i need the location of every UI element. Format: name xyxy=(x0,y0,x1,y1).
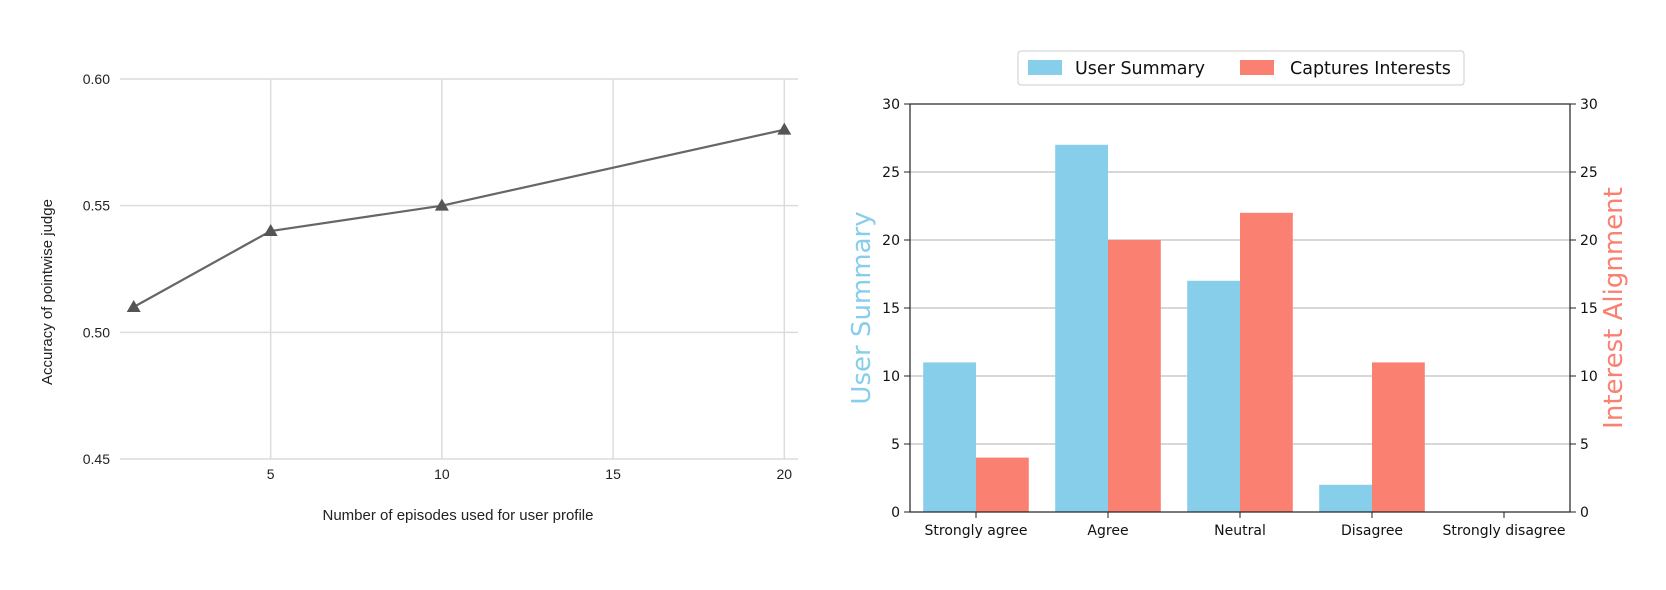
right-bars xyxy=(923,144,1425,513)
bar-captures-interests xyxy=(1108,240,1161,512)
triangle-marker xyxy=(263,224,278,236)
right-left-y-tick-label: 30 xyxy=(882,97,900,113)
bar-captures-interests xyxy=(1372,362,1425,512)
right-x-tick-label: Disagree xyxy=(1341,523,1403,539)
right-right-y-tick-label: 5 xyxy=(1580,437,1589,453)
right-x-tick-label: Neutral xyxy=(1214,523,1266,539)
right-right-y-tick-label: 25 xyxy=(1580,165,1598,181)
left-y-tick-label: 0.50 xyxy=(83,324,110,340)
legend-swatch-user-summary xyxy=(1028,60,1062,75)
left-y-tick-labels: 0.45 0.50 0.55 0.60 xyxy=(83,71,110,467)
legend-label-captures-interests: Captures Interests xyxy=(1290,59,1451,79)
left-x-tick-label: 20 xyxy=(777,466,793,482)
left-y-tick-label: 0.60 xyxy=(83,71,110,87)
legend-swatch-captures-interests xyxy=(1240,60,1274,75)
left-x-axis-title: Number of episodes used for user profile xyxy=(323,507,594,524)
left-gridlines xyxy=(120,78,798,460)
legend: User Summary Captures Interests xyxy=(1017,50,1465,86)
right-left-y-tick-label: 25 xyxy=(882,165,900,181)
right-x-tick-label: Strongly agree xyxy=(925,523,1028,539)
triangle-marker xyxy=(126,300,141,312)
right-x-tick-label: Agree xyxy=(1087,523,1128,539)
legend-label-user-summary: User Summary xyxy=(1075,59,1205,79)
right-x-tick-label: Strongly disagree xyxy=(1443,523,1566,539)
left-y-tick-label: 0.55 xyxy=(83,198,110,214)
left-x-tick-labels: 5 10 15 20 xyxy=(267,466,793,482)
bar-user-summary xyxy=(1187,280,1240,512)
left-y-tick-label: 0.45 xyxy=(83,451,110,467)
bar-user-summary xyxy=(923,362,976,512)
left-x-tick-label: 5 xyxy=(267,466,275,482)
right-right-y-tick-label: 15 xyxy=(1580,301,1598,317)
accuracy-line xyxy=(133,128,785,308)
right-y-axis-title-right: Interest Alignment xyxy=(1599,187,1629,429)
bar-captures-interests xyxy=(1240,212,1293,513)
right-left-y-tick-label: 10 xyxy=(882,369,900,385)
triangle-marker xyxy=(434,198,449,211)
left-x-tick-label: 15 xyxy=(605,466,621,482)
right-y-axis-title-left: User Summary xyxy=(847,211,877,404)
right-right-y-tick-label: 20 xyxy=(1580,233,1598,249)
triangle-marker xyxy=(777,122,792,135)
accuracy-markers xyxy=(126,122,792,312)
bar-captures-interests xyxy=(976,457,1029,512)
right-left-y-tick-label: 0 xyxy=(891,505,900,521)
right-x-tick-labels: Strongly agree Agree Neutral Disagree Strong… xyxy=(925,512,1566,539)
bar-user-summary xyxy=(1055,144,1108,513)
right-left-y-ticks: 0 5 10 15 20 25 30 xyxy=(882,97,910,521)
right-left-y-tick-label: 5 xyxy=(891,437,900,453)
right-right-y-tick-label: 10 xyxy=(1580,369,1598,385)
left-y-axis-title: Accuracy of pointwise judge xyxy=(39,199,56,385)
left-x-tick-label: 10 xyxy=(434,466,450,482)
bar-user-summary xyxy=(1319,484,1372,512)
right-right-y-tick-label: 30 xyxy=(1580,97,1598,113)
left-line-chart: 0.45 0.50 0.55 0.60 5 10 15 20 Number of episo… xyxy=(39,71,798,524)
right-left-y-tick-label: 15 xyxy=(882,301,900,317)
right-right-y-ticks: 0 5 10 15 20 25 30 xyxy=(1570,97,1598,521)
right-right-y-tick-label: 0 xyxy=(1580,505,1589,521)
right-left-y-tick-label: 20 xyxy=(882,233,900,249)
right-bar-chart: 0 5 10 15 20 25 30 0 5 10 15 20 25 30 Strongly agree… xyxy=(847,50,1629,539)
